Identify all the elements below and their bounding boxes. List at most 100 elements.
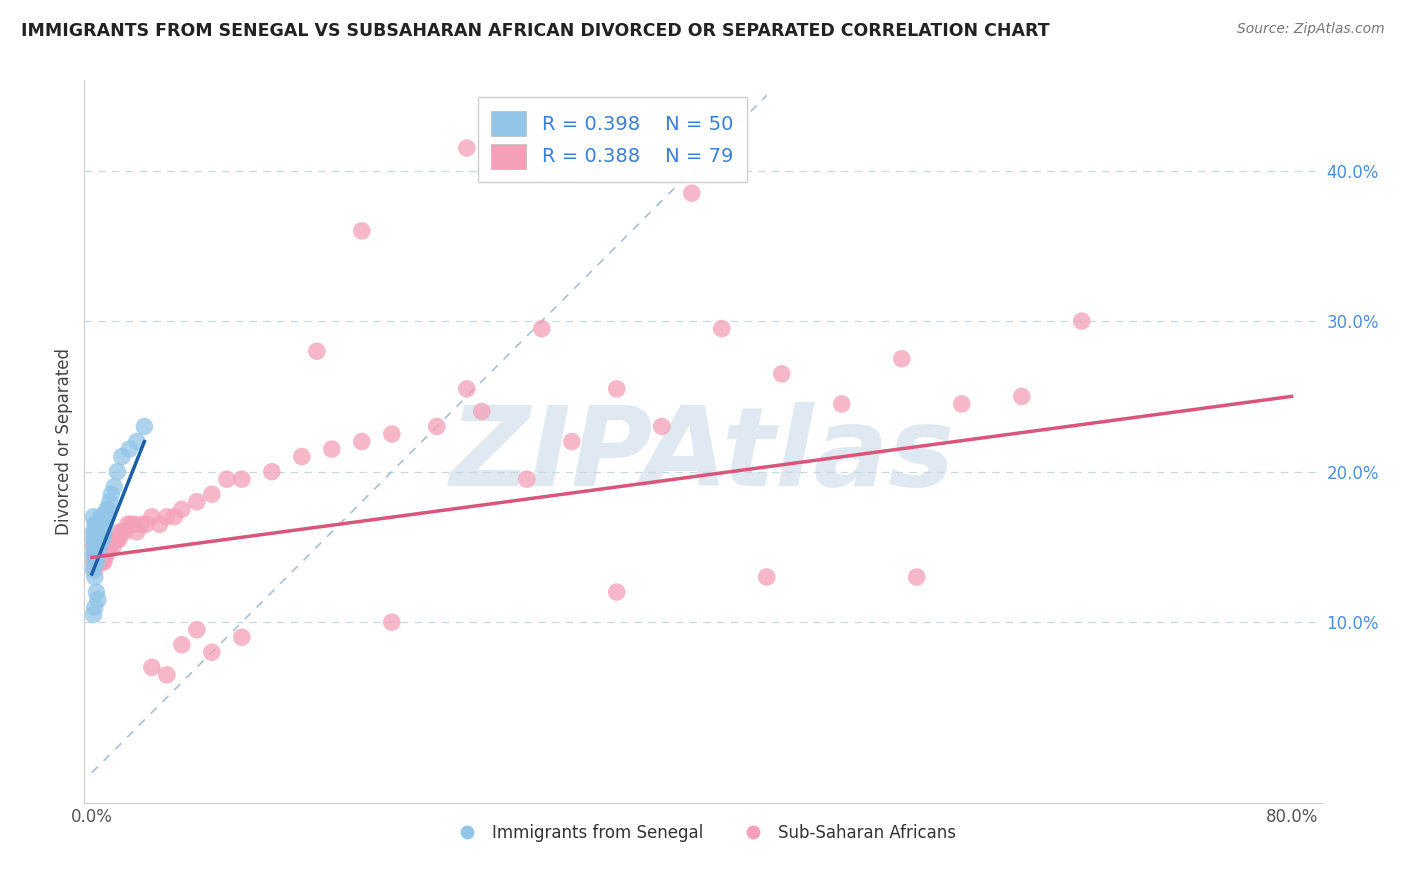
Point: [82, 555, 104, 569]
Point: [86, 540, 108, 554]
Point: [471, 404, 494, 418]
Point: [131, 517, 153, 532]
Point: [163, 509, 186, 524]
Point: [186, 623, 208, 637]
Point: [83, 540, 105, 554]
Point: [94, 548, 117, 562]
Point: [86, 555, 108, 569]
Point: [98, 494, 121, 508]
Point: [91, 540, 114, 554]
Point: [105, 465, 128, 479]
Point: [97, 502, 120, 516]
Point: [105, 533, 128, 547]
Point: [111, 524, 134, 539]
Legend: Immigrants from Senegal, Sub-Saharan Africans: Immigrants from Senegal, Sub-Saharan Afr…: [443, 817, 963, 848]
Point: [950, 397, 973, 411]
Point: [141, 509, 163, 524]
Point: [87, 548, 110, 562]
Point: [86, 548, 108, 562]
Y-axis label: Divorced or Separated: Divorced or Separated: [55, 348, 73, 535]
Point: [89, 555, 111, 569]
Point: [82, 562, 104, 576]
Point: [90, 533, 112, 547]
Point: [89, 524, 111, 539]
Point: [87, 540, 110, 554]
Point: [103, 480, 125, 494]
Point: [516, 472, 538, 486]
Point: [125, 524, 148, 539]
Point: [606, 585, 628, 599]
Point: [94, 517, 117, 532]
Point: [148, 517, 170, 532]
Point: [426, 419, 449, 434]
Point: [82, 533, 104, 547]
Point: [90, 540, 112, 554]
Point: [89, 540, 111, 554]
Point: [82, 524, 104, 539]
Point: [681, 186, 703, 201]
Point: [86, 524, 108, 539]
Point: [215, 472, 238, 486]
Point: [110, 524, 132, 539]
Point: [305, 344, 328, 359]
Point: [98, 540, 121, 554]
Point: [83, 555, 105, 569]
Point: [100, 533, 122, 547]
Point: [651, 419, 673, 434]
Point: [108, 533, 131, 547]
Point: [1011, 389, 1033, 403]
Point: [90, 509, 112, 524]
Point: [87, 533, 110, 547]
Point: [89, 533, 111, 547]
Text: IMMIGRANTS FROM SENEGAL VS SUBSAHARAN AFRICAN DIVORCED OR SEPARATED CORRELATION : IMMIGRANTS FROM SENEGAL VS SUBSAHARAN AF…: [21, 22, 1050, 40]
Point: [103, 533, 125, 547]
Point: [104, 533, 127, 547]
Point: [456, 141, 478, 155]
Point: [186, 494, 208, 508]
Point: [905, 570, 928, 584]
Point: [91, 533, 114, 547]
Point: [101, 540, 124, 554]
Point: [87, 555, 110, 569]
Point: [291, 450, 314, 464]
Point: [96, 533, 118, 547]
Point: [83, 517, 105, 532]
Point: [606, 382, 628, 396]
Point: [83, 562, 105, 576]
Point: [90, 524, 112, 539]
Point: [83, 548, 105, 562]
Point: [86, 533, 108, 547]
Point: [91, 555, 114, 569]
Point: [100, 487, 122, 501]
Point: [890, 351, 912, 366]
Point: [125, 434, 148, 449]
Point: [350, 224, 373, 238]
Point: [87, 524, 110, 539]
Point: [97, 540, 120, 554]
Point: [82, 607, 104, 622]
Point: [118, 442, 141, 456]
Point: [82, 548, 104, 562]
Point: [90, 555, 112, 569]
Point: [83, 600, 105, 615]
Text: ZIPAtlas: ZIPAtlas: [450, 402, 956, 509]
Point: [93, 509, 115, 524]
Point: [381, 427, 404, 442]
Point: [96, 548, 118, 562]
Point: [381, 615, 404, 630]
Point: [86, 517, 108, 532]
Point: [170, 638, 193, 652]
Point: [321, 442, 343, 456]
Point: [201, 645, 224, 659]
Point: [710, 321, 733, 335]
Text: Source: ZipAtlas.com: Source: ZipAtlas.com: [1237, 22, 1385, 37]
Point: [120, 517, 142, 532]
Point: [87, 540, 110, 554]
Point: [1070, 314, 1092, 328]
Point: [93, 540, 115, 554]
Point: [96, 502, 118, 516]
Point: [83, 570, 105, 584]
Point: [770, 367, 793, 381]
Point: [82, 540, 104, 554]
Point: [93, 524, 115, 539]
